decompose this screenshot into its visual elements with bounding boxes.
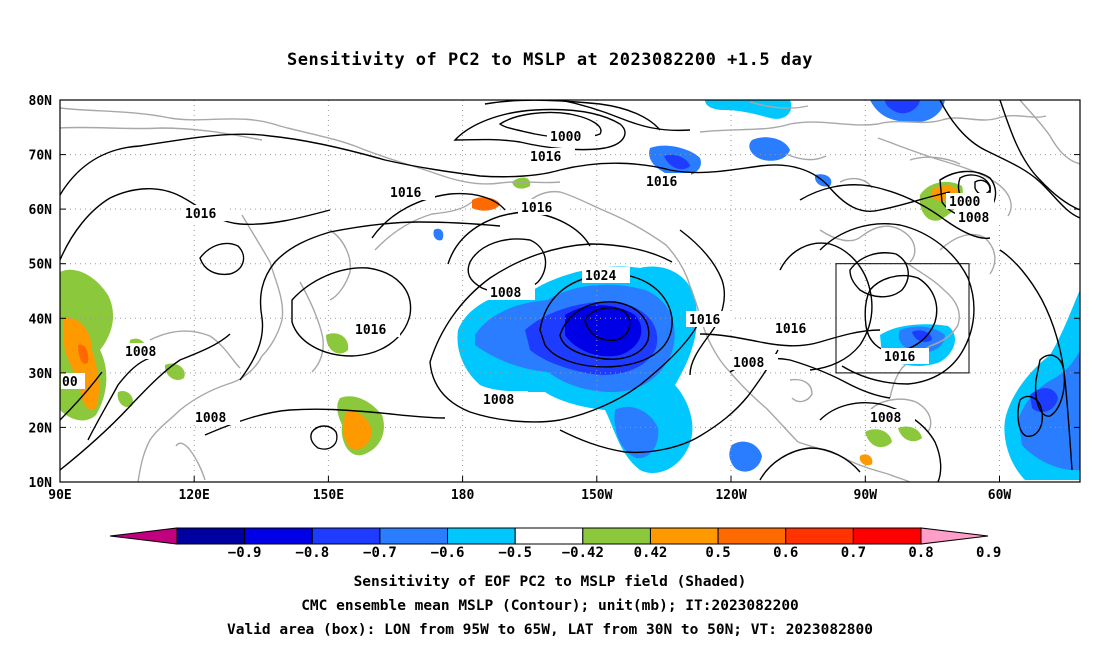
lon-label: 90E	[48, 488, 71, 503]
lon-label: 120W	[715, 488, 746, 503]
colorbar-bin	[649, 527, 719, 545]
colorbar-bin	[311, 527, 381, 545]
contour-label: 1008	[870, 411, 901, 426]
shade-useast-dark	[912, 330, 932, 342]
shade-bering-blue	[433, 228, 444, 241]
contour-label: 1016	[390, 186, 421, 201]
colorbar-bin	[176, 527, 246, 545]
shade-carib-orange	[859, 454, 873, 466]
contour-label: 1016	[884, 350, 915, 365]
caption-line-3: Valid area (box): LON from 95W to 65W, L…	[226, 622, 873, 638]
colorbar	[109, 527, 989, 545]
shade-arctic-blue-3	[885, 100, 920, 114]
contour-label: 1000	[949, 195, 980, 210]
lat-label: 40N	[29, 312, 53, 327]
shade-hawaii-blue	[614, 406, 659, 459]
shade-east-asia-orange-2	[78, 344, 89, 365]
caption-line-2: CMC ensemble mean MSLP (Contour); unit(m…	[301, 598, 799, 614]
colorbar-tick-label: 0.42	[633, 545, 668, 561]
shade-china-green-2	[164, 363, 185, 381]
lon-label: 90W	[854, 488, 878, 503]
lon-label: 120E	[179, 488, 210, 503]
contour-label: 1016	[521, 201, 552, 216]
colorbar-tick-label: 0.7	[840, 545, 867, 561]
lat-label: 10N	[29, 476, 53, 491]
lat-label: 20N	[29, 421, 53, 436]
caption-line-1: Sensitivity of EOF PC2 to MSLP field (Sh…	[353, 574, 747, 590]
colorbar-lower-extension	[109, 527, 178, 545]
shade-epac-blue	[729, 441, 762, 472]
lon-label: 180	[451, 488, 475, 503]
colorbar-bin	[514, 527, 584, 545]
colorbar-bin	[379, 527, 449, 545]
colorbar-tick-label: −0.8	[295, 545, 330, 561]
colorbar-bin	[582, 527, 651, 545]
shaded-sensitivity-field	[60, 100, 1080, 480]
colorbar-tick-label: −0.9	[227, 545, 262, 561]
colorbar-bin	[785, 527, 854, 545]
colorbar-tick-label: −0.7	[363, 545, 397, 561]
lat-label: 60N	[29, 203, 53, 218]
valid-area-box	[835, 263, 970, 374]
lon-label: 150E	[313, 488, 344, 503]
contour-label: 1008	[490, 286, 521, 301]
colorbar-tick-label: 0.5	[705, 545, 731, 561]
colorbar-tick-label: −0.5	[498, 545, 533, 561]
contour-label-group: 1000 1016 1016 1016 1016 1016 1000 1008 …	[61, 128, 1003, 426]
contour-label: 1008	[195, 411, 226, 426]
lat-label: 50N	[29, 258, 53, 273]
contour-label: 1000	[550, 130, 581, 145]
shade-bering-green	[512, 177, 531, 189]
colorbar-tick-label: −0.42	[561, 545, 604, 561]
contour-label: 1016	[689, 313, 720, 328]
lat-label: 70N	[29, 149, 53, 164]
shade-wpac-orange	[343, 411, 372, 450]
lat-label: 30N	[29, 367, 53, 382]
shade-atlantic-dark	[1030, 388, 1058, 413]
contour-label: 1008	[483, 393, 514, 408]
contour-label: 1016	[185, 207, 216, 222]
contour-label: 1016	[646, 175, 677, 190]
colorbar-tick-label: −0.6	[430, 545, 465, 561]
shade-wpac-green-2	[326, 333, 349, 354]
shade-epac-blue-2b	[664, 154, 690, 170]
contour-label: 1008	[125, 345, 156, 360]
shade-carib-green	[898, 426, 922, 442]
map-title: Sensitivity of PC2 to MSLP at 2023082200…	[286, 50, 813, 70]
contour-label: 1016	[775, 322, 806, 337]
colorbar-tick-label: 0.6	[773, 545, 799, 561]
lat-label: 80N	[29, 94, 53, 109]
colorbar-bin	[244, 527, 313, 545]
contour-label: 1008	[958, 211, 989, 226]
contour-label: 1024	[585, 269, 616, 284]
colorbar-tick-label: 0.9	[975, 545, 1002, 561]
contour-label: 00	[62, 375, 78, 390]
axis-ticks	[60, 99, 1080, 483]
shade-china-green-3	[117, 390, 133, 408]
lon-label: 150W	[581, 488, 612, 503]
lon-label: 60W	[988, 488, 1012, 503]
shade-arctic-light-blue	[705, 100, 792, 119]
colorbar-bin	[852, 527, 922, 545]
contour-label: 1016	[530, 150, 561, 165]
colorbar-bin	[717, 527, 787, 545]
map-frame	[59, 99, 1081, 483]
contour-label: 1008	[733, 356, 764, 371]
colorbar-tick-label: 0.8	[908, 545, 934, 561]
contour-label: 1016	[355, 323, 386, 338]
latitude-labels: 80N 70N 60N 50N 40N 30N 20N 10N	[29, 94, 53, 491]
colorbar-upper-extension	[920, 527, 989, 545]
longitude-labels: 90E 120E 150E 180 150W 120W 90W 60W	[48, 488, 1011, 503]
shade-gulf-green	[865, 429, 892, 448]
colorbar-bin	[447, 527, 516, 545]
shade-cpac-dark-blue	[565, 305, 642, 357]
shade-arctic-blue	[749, 137, 790, 161]
